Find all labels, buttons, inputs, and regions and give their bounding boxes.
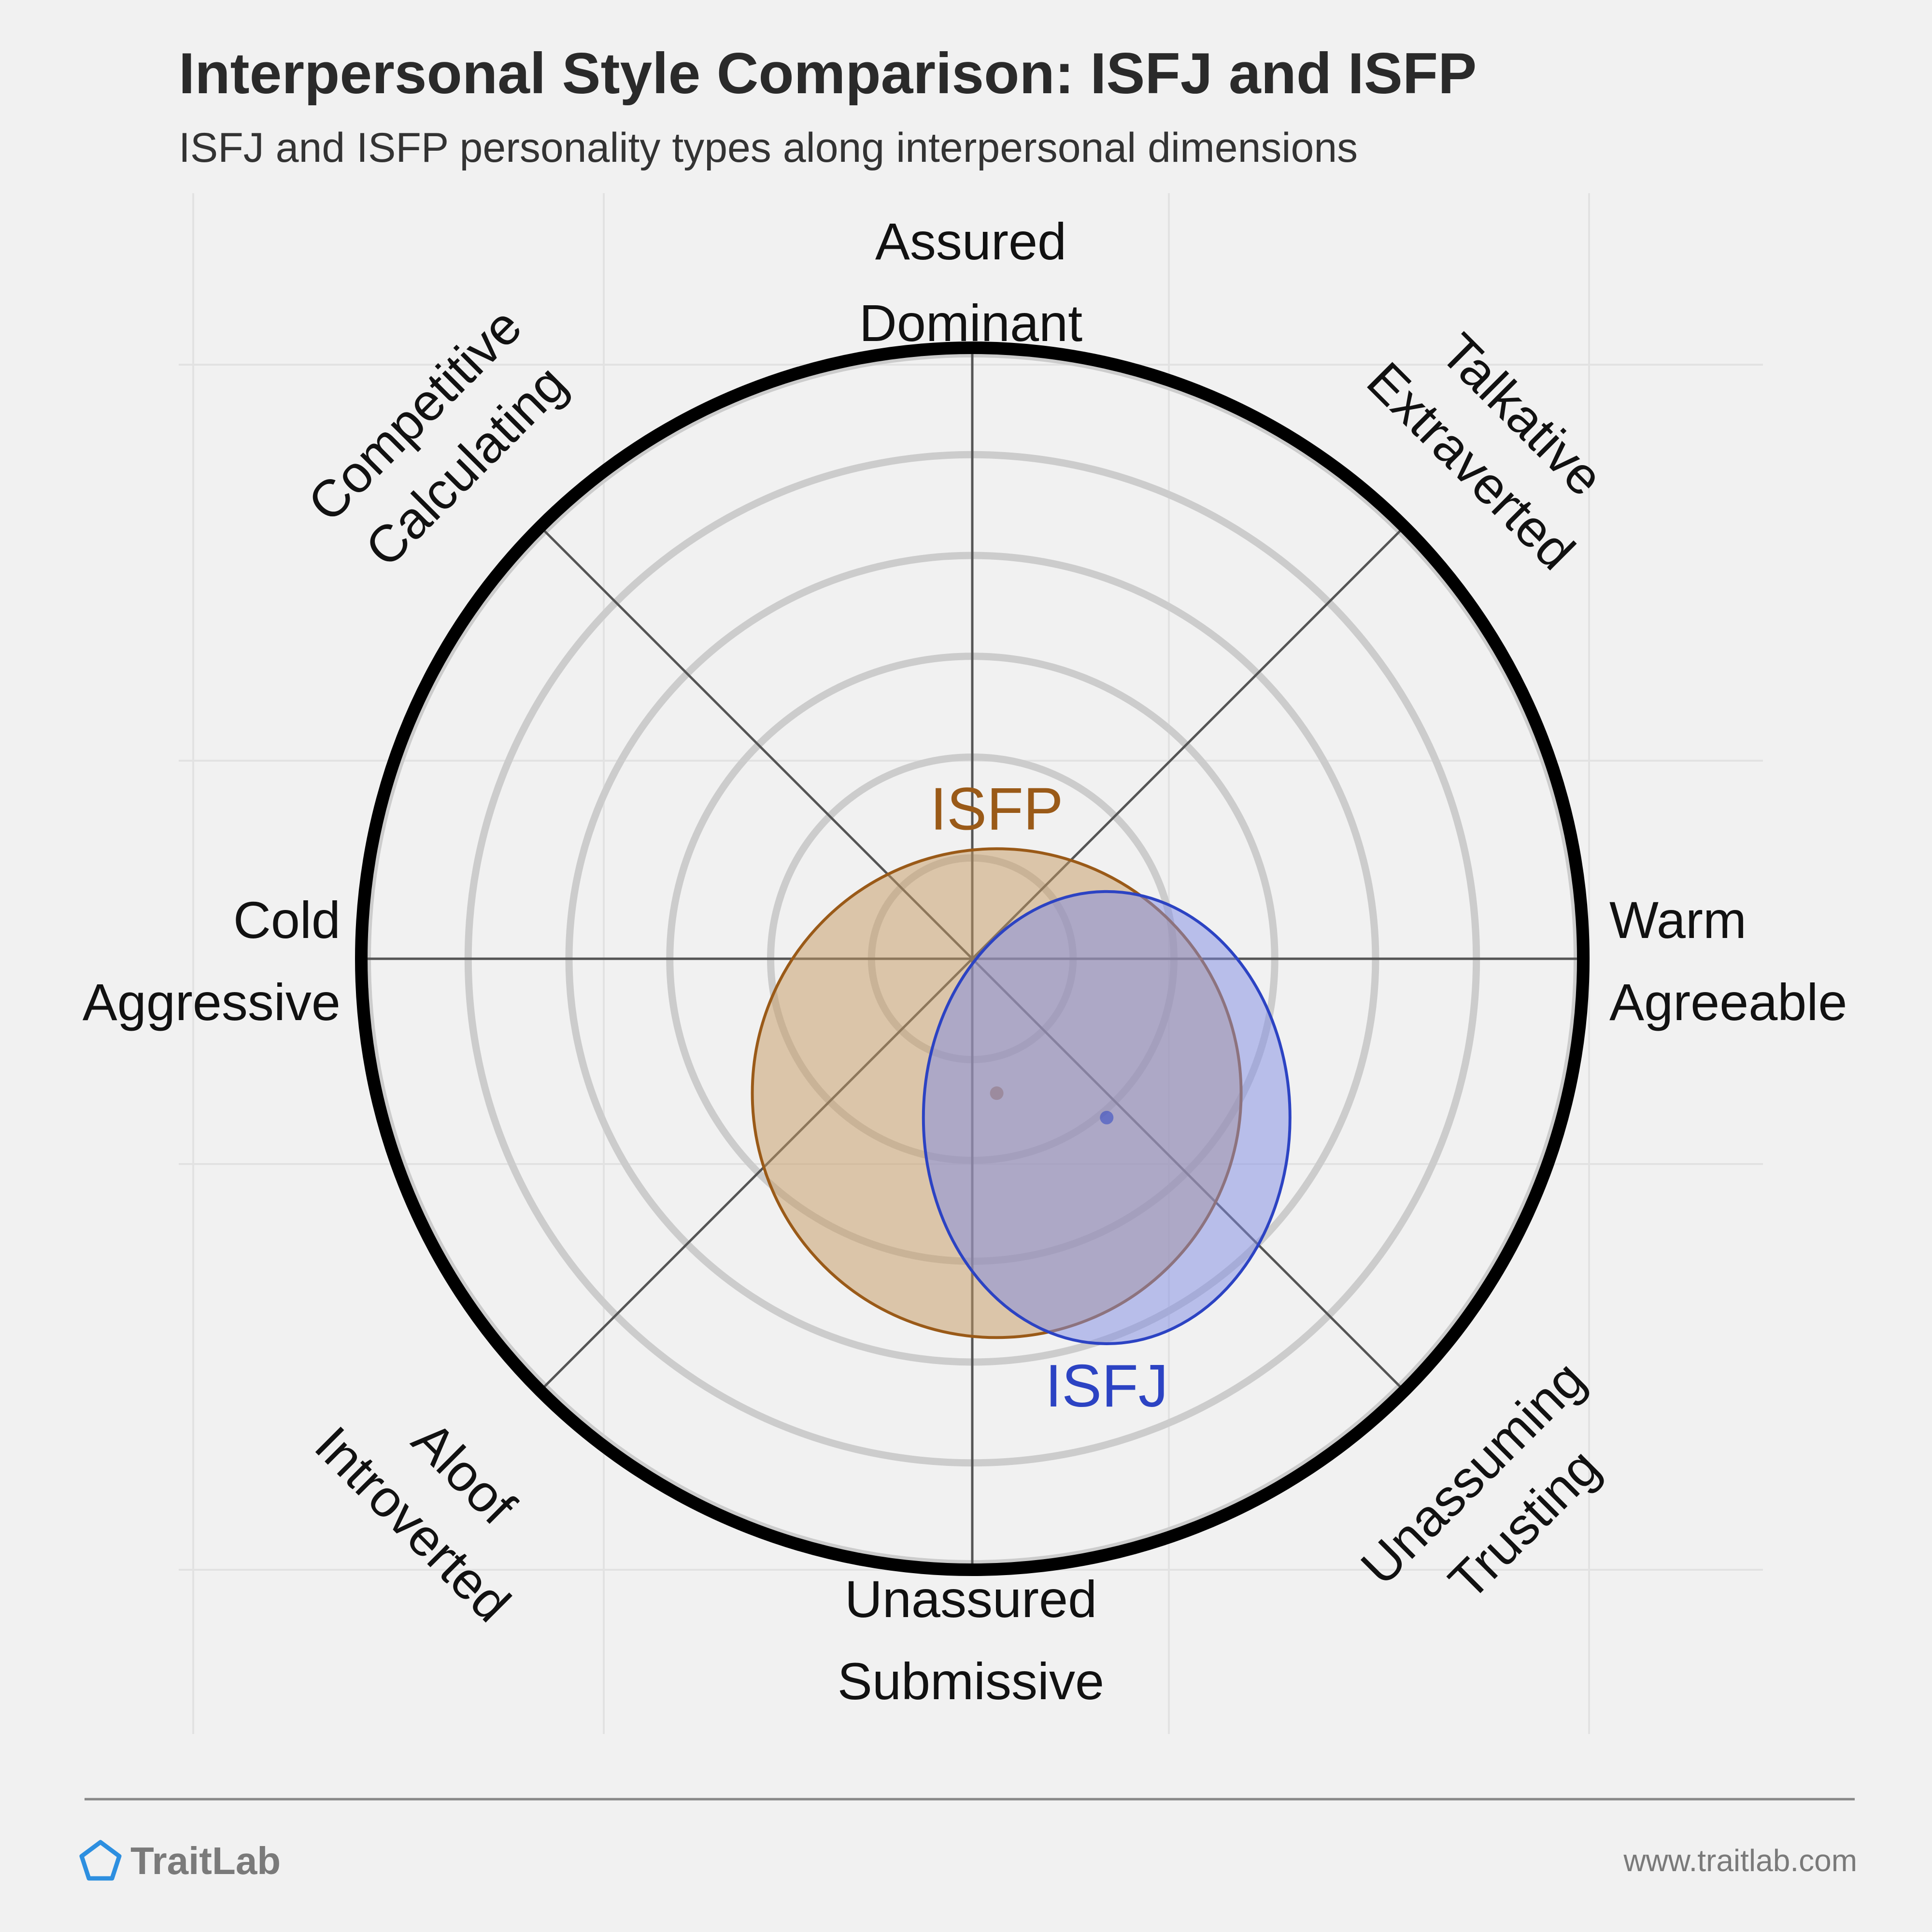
axis-label-top: Assured Dominant: [859, 212, 1082, 352]
axis-label-right: Warm Agreeable: [1609, 891, 1847, 1031]
axis-label-aggressive: Aggressive: [83, 973, 341, 1031]
isfj-label: ISFJ: [1045, 1353, 1168, 1420]
axis-label-cold: Cold: [233, 891, 341, 949]
brand-name: TraitLab: [130, 1839, 281, 1882]
traitlab-logo: TraitLab: [79, 1839, 281, 1882]
pentagon-icon: [79, 1840, 122, 1881]
axis-label-assured: Assured: [875, 212, 1066, 270]
footer-url: www.traitlab.com: [1623, 1843, 1857, 1878]
type-regions: [751, 847, 1292, 1345]
axis-label-submissive: Submissive: [838, 1652, 1104, 1710]
chart-title: Interpersonal Style Comparison: ISFJ and…: [179, 41, 1477, 106]
chart-subtitle: ISFJ and ISFP personality types along in…: [179, 125, 1358, 171]
axis-label-left: Cold Aggressive: [83, 891, 341, 1031]
isfj-center-point: [1100, 1110, 1114, 1124]
axis-label-dominant: Dominant: [859, 294, 1082, 352]
isfp-label: ISFP: [930, 776, 1064, 842]
axis-label-bottom: Unassured Submissive: [838, 1570, 1104, 1710]
axis-label-warm: Warm: [1609, 891, 1747, 949]
axis-label-agreeable: Agreeable: [1609, 973, 1847, 1031]
series-labels: ISFP ISFJ: [930, 776, 1168, 1420]
outer-ring: [355, 341, 1590, 1576]
axis-label-unassured: Unassured: [845, 1570, 1097, 1628]
